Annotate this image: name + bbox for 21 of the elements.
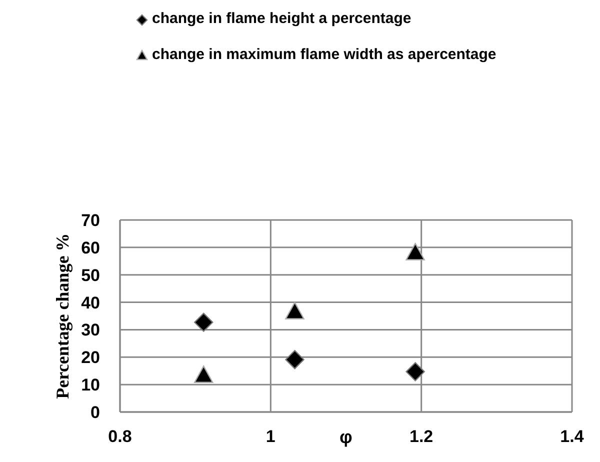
point (285, 302, 304, 320)
y-tick-label: 50 (81, 266, 100, 285)
x-axis-title: φ (340, 426, 353, 447)
y-tick-label: 40 (81, 293, 100, 312)
y-tick-label: 30 (81, 320, 100, 340)
point (406, 362, 425, 382)
point (285, 350, 304, 370)
point (406, 242, 425, 260)
y-tick-label: 0 (90, 403, 100, 422)
y-axis-title: Percentage change % (52, 233, 72, 399)
x-tick-label: 1.4 (560, 427, 584, 446)
y-tick-label: 60 (81, 238, 100, 258)
x-tick-label: 0.8 (108, 427, 132, 446)
x-tick-label: 1 (266, 427, 276, 446)
legend-label: change in maximum flame width as apercentage (152, 45, 496, 65)
x-tick-label: 1.2 (410, 427, 434, 446)
y-tick-label: 70 (81, 211, 100, 230)
point (194, 312, 214, 332)
y-tick-label: 10 (81, 376, 100, 395)
y-tick-label: 20 (81, 348, 100, 368)
legend-label: change in flame height a percentage (152, 9, 412, 29)
